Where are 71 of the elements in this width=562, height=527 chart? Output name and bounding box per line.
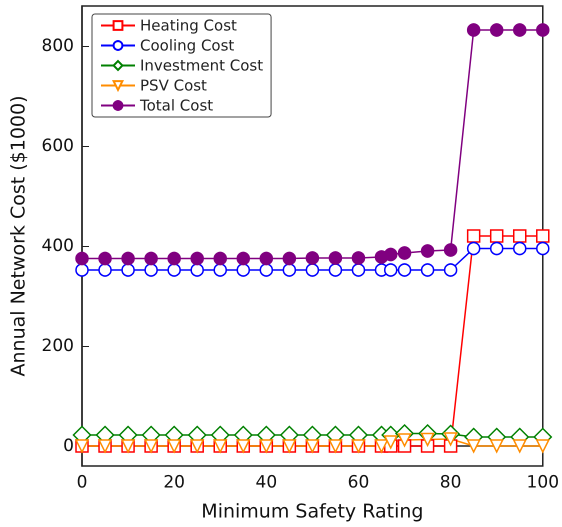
x-axis-title: Minimum Safety Rating bbox=[201, 500, 424, 522]
legend-label: PSV Cost bbox=[140, 76, 208, 94]
point bbox=[306, 251, 320, 265]
point bbox=[98, 252, 112, 266]
y-tick-label: 200 bbox=[42, 336, 74, 356]
legend-label: Total Cost bbox=[139, 96, 214, 114]
y-tick-label: 0 bbox=[63, 436, 74, 456]
point bbox=[236, 263, 250, 277]
point bbox=[75, 252, 89, 266]
point bbox=[466, 242, 480, 256]
point bbox=[490, 242, 504, 256]
x-tick-label: 20 bbox=[163, 472, 185, 492]
point bbox=[167, 252, 181, 266]
y-axis-title: Annual Network Cost ($1000) bbox=[8, 95, 30, 377]
x-tick-label: 60 bbox=[348, 472, 370, 492]
y-tick-label: 600 bbox=[42, 136, 74, 156]
point bbox=[490, 23, 504, 37]
point bbox=[236, 252, 250, 266]
point bbox=[352, 251, 366, 265]
point bbox=[260, 252, 274, 266]
point bbox=[536, 439, 550, 453]
point bbox=[536, 229, 550, 243]
point bbox=[490, 229, 504, 243]
x-tick-label: 80 bbox=[440, 472, 462, 492]
point bbox=[328, 263, 342, 277]
point bbox=[306, 263, 320, 277]
point bbox=[513, 23, 526, 37]
y-tick-label: 400 bbox=[42, 236, 74, 256]
point bbox=[75, 263, 89, 277]
point bbox=[144, 263, 158, 277]
point bbox=[398, 263, 412, 277]
x-tick-label: 100 bbox=[526, 472, 560, 492]
point bbox=[420, 432, 434, 446]
point bbox=[384, 248, 398, 262]
point bbox=[384, 435, 398, 449]
point bbox=[282, 263, 296, 277]
point bbox=[121, 263, 135, 277]
point bbox=[444, 263, 458, 277]
legend-label: Investment Cost bbox=[140, 56, 264, 74]
point bbox=[466, 23, 480, 37]
point bbox=[536, 242, 550, 256]
legend-label: Cooling Cost bbox=[140, 36, 234, 54]
point bbox=[282, 252, 296, 266]
point bbox=[512, 439, 526, 453]
y-tick-label: 800 bbox=[42, 36, 74, 56]
point bbox=[420, 263, 434, 277]
point bbox=[536, 23, 550, 37]
point bbox=[512, 229, 526, 243]
point bbox=[213, 252, 227, 266]
point bbox=[398, 246, 412, 260]
point bbox=[352, 263, 366, 277]
point bbox=[490, 439, 504, 453]
point bbox=[190, 252, 204, 266]
point bbox=[144, 252, 158, 266]
point bbox=[444, 243, 458, 257]
point bbox=[513, 242, 526, 256]
x-tick-label: 40 bbox=[255, 472, 278, 492]
point bbox=[167, 263, 181, 277]
point bbox=[420, 244, 434, 258]
point bbox=[121, 252, 135, 266]
point bbox=[466, 229, 480, 243]
point bbox=[213, 263, 227, 277]
point bbox=[260, 263, 274, 277]
point bbox=[328, 251, 342, 265]
point bbox=[466, 439, 480, 453]
point bbox=[190, 263, 204, 277]
point bbox=[384, 263, 398, 277]
point bbox=[98, 263, 112, 277]
legend-label: Heating Cost bbox=[140, 16, 238, 34]
point bbox=[398, 433, 412, 447]
x-tick-label: 0 bbox=[76, 472, 88, 492]
